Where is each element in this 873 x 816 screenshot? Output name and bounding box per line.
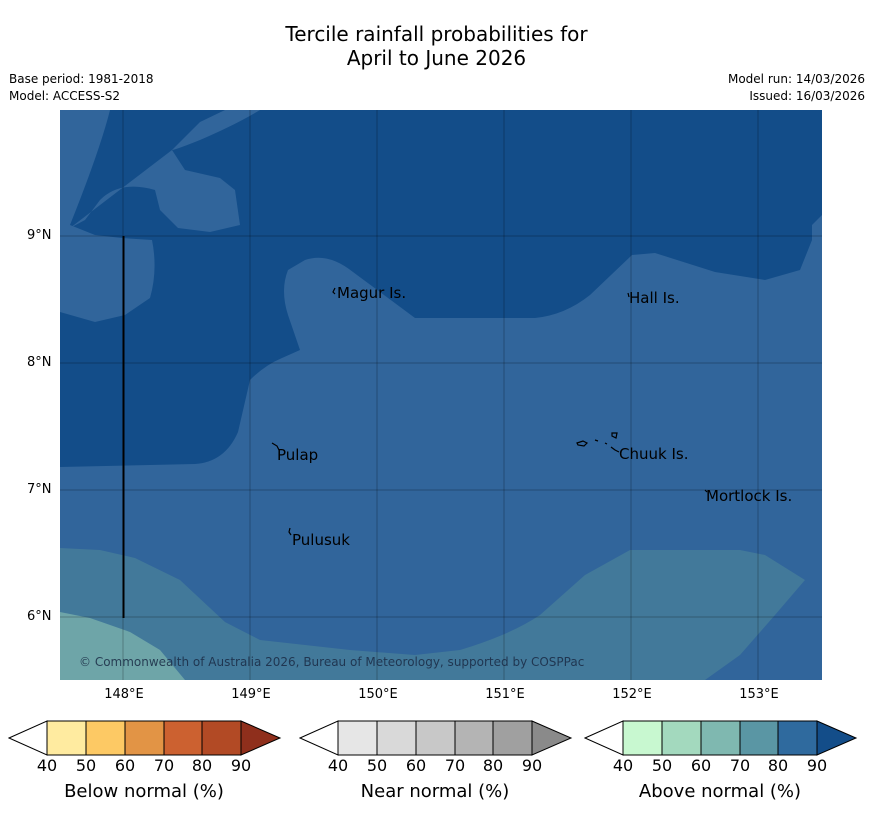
above-tick-70: 70: [729, 756, 751, 775]
zone-70: [60, 548, 805, 680]
meta-left: Base period: 1981-2018 Model: ACCESS-S2: [9, 71, 154, 105]
above-tick-50: 50: [651, 756, 673, 775]
colorbar-near: [299, 720, 573, 756]
zone-80-island-nw: [60, 110, 155, 322]
below-tick-60: 60: [114, 756, 136, 775]
y-tick-7n: 7°N: [27, 482, 52, 497]
near-tick-70: 70: [444, 756, 466, 775]
above-tick-90: 90: [806, 756, 828, 775]
colorbar-below: [8, 720, 282, 756]
place-pulap: Pulap: [277, 446, 318, 464]
above-seg-50: [661, 720, 702, 756]
place-hall: Hall Is.: [629, 289, 680, 307]
above-tick-80: 80: [767, 756, 789, 775]
x-tick-152e: 152°E: [612, 687, 652, 702]
below-seg-under: [8, 720, 48, 756]
near-seg-40: [337, 720, 378, 756]
colorbar-above: [584, 720, 858, 756]
y-tick-8n: 8°N: [27, 355, 52, 370]
x-tick-148e: 148°E: [104, 687, 144, 702]
above-seg-under: [584, 720, 624, 756]
zone-80-island-n: [70, 110, 260, 232]
title-line-1: Tercile rainfall probabilities for: [285, 22, 588, 46]
above-seg-80: [777, 720, 818, 756]
below-seg-60: [124, 720, 165, 756]
below-tick-80: 80: [191, 756, 213, 775]
near-tick-90: 90: [521, 756, 543, 775]
model-name: Model: ACCESS-S2: [9, 89, 121, 103]
above-seg-60: [700, 720, 741, 756]
x-tick-150e: 150°E: [358, 687, 398, 702]
model-run: Model run: 14/03/2026: [727, 72, 865, 86]
below-tick-90: 90: [230, 756, 252, 775]
near-seg-under: [299, 720, 339, 756]
near-tick-40: 40: [327, 756, 349, 775]
chart-title: Tercile rainfall probabilities for April…: [0, 22, 873, 70]
place-chuuk: Chuuk Is.: [619, 445, 688, 463]
place-magur: Magur Is.: [337, 284, 406, 302]
below-title: Below normal (%): [64, 781, 224, 802]
x-tick-149e: 149°E: [231, 687, 271, 702]
y-tick-9n: 9°N: [27, 228, 52, 243]
below-tick-40: 40: [36, 756, 58, 775]
island-marks: [271, 287, 708, 536]
above-tick-60: 60: [690, 756, 712, 775]
y-tick-6n: 6°N: [27, 609, 52, 624]
above-seg-70: [739, 720, 779, 756]
below-seg-80: [201, 720, 242, 756]
below-tick-70: 70: [153, 756, 175, 775]
map-panel: Magur Is. Hall Is. Pulap Chuuk Is. Mortl…: [60, 110, 822, 680]
above-tick-40: 40: [612, 756, 634, 775]
above-seg-40: [622, 720, 663, 756]
title-line-2: April to June 2026: [346, 46, 527, 70]
meta-right: Model run: 14/03/2026 Issued: 16/03/2026: [728, 71, 865, 105]
near-tick-60: 60: [405, 756, 427, 775]
near-title: Near normal (%): [360, 781, 510, 802]
above-title: Above normal (%): [638, 781, 802, 802]
x-tick-153e: 153°E: [739, 687, 779, 702]
place-pulusuk: Pulusuk: [292, 531, 350, 549]
near-seg-70: [454, 720, 494, 756]
zone-90: [60, 110, 822, 467]
issued-date: Issued: 16/03/2026: [749, 89, 865, 103]
below-seg-70: [163, 720, 203, 756]
below-seg-40: [46, 720, 87, 756]
base-period: Base period: 1981-2018: [9, 72, 154, 86]
zone-60: [60, 612, 185, 680]
near-seg-50: [376, 720, 417, 756]
gridlines: [60, 110, 822, 680]
near-tick-80: 80: [482, 756, 504, 775]
below-seg-50: [85, 720, 126, 756]
near-seg-60: [415, 720, 456, 756]
near-tick-50: 50: [366, 756, 388, 775]
below-tick-50: 50: [75, 756, 97, 775]
near-seg-80: [492, 720, 533, 756]
near-seg-over: [531, 720, 573, 756]
copyright: © Commonwealth of Australia 2026, Bureau…: [79, 655, 584, 669]
place-mortlock: Mortlock Is.: [706, 487, 792, 505]
below-seg-over: [240, 720, 282, 756]
above-seg-over: [816, 720, 858, 756]
x-tick-151e: 151°E: [485, 687, 525, 702]
